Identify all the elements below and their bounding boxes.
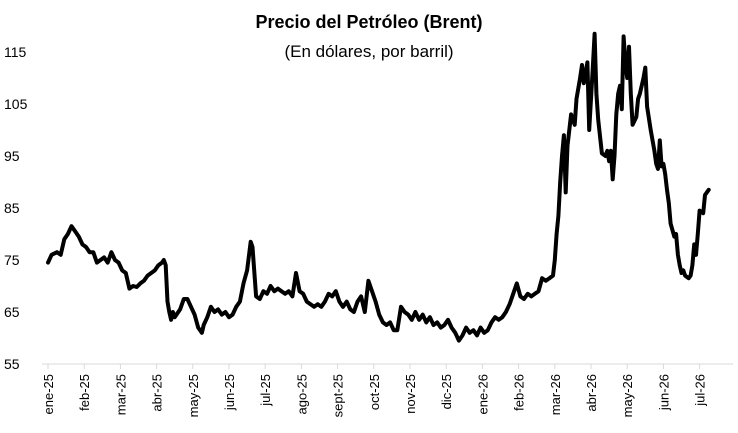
chart-title: Precio del Petróleo (Brent) bbox=[255, 12, 483, 32]
x-tick-label: jul-26 bbox=[693, 374, 708, 407]
x-tick-label: oct-25 bbox=[367, 374, 382, 410]
x-tick-label: jun-25 bbox=[222, 374, 237, 411]
x-tick-label: may-25 bbox=[186, 374, 201, 417]
y-tick-label: 65 bbox=[4, 304, 20, 320]
x-tick-label: mar-25 bbox=[113, 374, 128, 415]
x-tick-label: ene-25 bbox=[41, 374, 56, 414]
y-tick-label: 85 bbox=[4, 200, 20, 216]
y-tick-label: 115 bbox=[4, 44, 27, 60]
x-tick-label: abr-26 bbox=[584, 374, 599, 412]
x-tick-label: ago-25 bbox=[294, 374, 309, 414]
y-tick-label: 55 bbox=[4, 356, 20, 372]
x-tick-label: dic-25 bbox=[439, 374, 454, 409]
x-tick-label: feb-25 bbox=[77, 374, 92, 411]
x-axis-ticks: ene-25 feb-25 mar-25 abr-25 may-25 jun-25 jul-… bbox=[41, 374, 708, 417]
chart-subtitle: (En dólares, por barril) bbox=[284, 42, 454, 61]
series-line-brent bbox=[46, 31, 711, 343]
y-axis-ticks: 55 65 75 85 95 105 115 bbox=[4, 44, 28, 372]
x-tick-label: feb-26 bbox=[512, 374, 527, 411]
x-tick-label: mar-26 bbox=[548, 374, 563, 415]
x-tick-label: sept-25 bbox=[331, 374, 346, 417]
y-tick-label: 95 bbox=[4, 148, 20, 164]
y-tick-label: 105 bbox=[4, 96, 28, 112]
x-tick-label: abr-25 bbox=[150, 374, 165, 412]
x-tick-label: jul-25 bbox=[258, 374, 273, 407]
x-tick-label: ene-26 bbox=[475, 374, 490, 414]
y-tick-label: 75 bbox=[4, 252, 20, 268]
x-tick-label: may-26 bbox=[620, 374, 635, 417]
x-axis-tickmarks bbox=[47, 364, 701, 369]
x-tick-label: nov-25 bbox=[403, 374, 418, 414]
x-tick-label: jun-26 bbox=[656, 374, 671, 411]
